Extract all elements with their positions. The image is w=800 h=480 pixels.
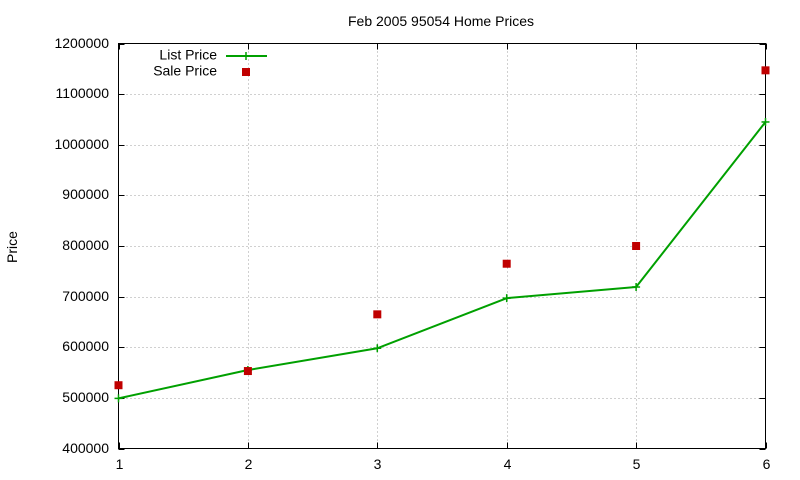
y-tick-label: 500000 xyxy=(62,389,109,405)
sale-price-point xyxy=(761,66,770,75)
sale-price-point xyxy=(373,310,382,319)
x-tick-label: 5 xyxy=(633,456,641,472)
sale-price-point xyxy=(114,381,123,390)
list-price-point xyxy=(502,294,511,303)
y-tick-label: 1000000 xyxy=(54,136,109,152)
list-price-point xyxy=(373,344,382,353)
list-price-point xyxy=(761,117,770,126)
legend-swatch-marker xyxy=(242,52,250,60)
y-tick-label: 600000 xyxy=(62,338,109,354)
sale-price-point xyxy=(243,367,252,376)
y-tick-label: 700000 xyxy=(62,288,109,304)
y-tick-label: 900000 xyxy=(62,186,109,202)
y-tick-label: 1200000 xyxy=(54,35,109,51)
chart-title: Feb 2005 95054 Home Prices xyxy=(348,13,534,29)
sale-price-point xyxy=(632,242,641,250)
sale-price-point xyxy=(502,259,511,268)
legend-label: List Price xyxy=(159,47,217,63)
x-tick-label: 3 xyxy=(374,456,382,472)
y-tick-label: 1100000 xyxy=(56,85,110,101)
list-price-point xyxy=(632,283,641,292)
plot-frame xyxy=(118,43,766,449)
series-list-price xyxy=(114,117,770,403)
x-tick-label: 6 xyxy=(763,456,771,472)
series xyxy=(114,66,770,403)
legend-swatch-marker xyxy=(242,68,250,76)
series-sale-price xyxy=(114,66,770,390)
x-tick-label: 4 xyxy=(504,456,512,472)
list-price-point xyxy=(114,394,123,403)
y-axis-label: Price xyxy=(4,231,20,263)
legend-label: Sale Price xyxy=(153,63,217,79)
list-price-line xyxy=(118,121,767,400)
y-tick-label: 400000 xyxy=(62,440,109,456)
axis-ticks: 400000 500000 600000 700000 800000 900000 1000… xyxy=(54,35,770,472)
y-tick-label: 800000 xyxy=(62,237,109,253)
x-tick-label: 1 xyxy=(116,456,124,472)
x-tick-label: 2 xyxy=(245,456,253,472)
